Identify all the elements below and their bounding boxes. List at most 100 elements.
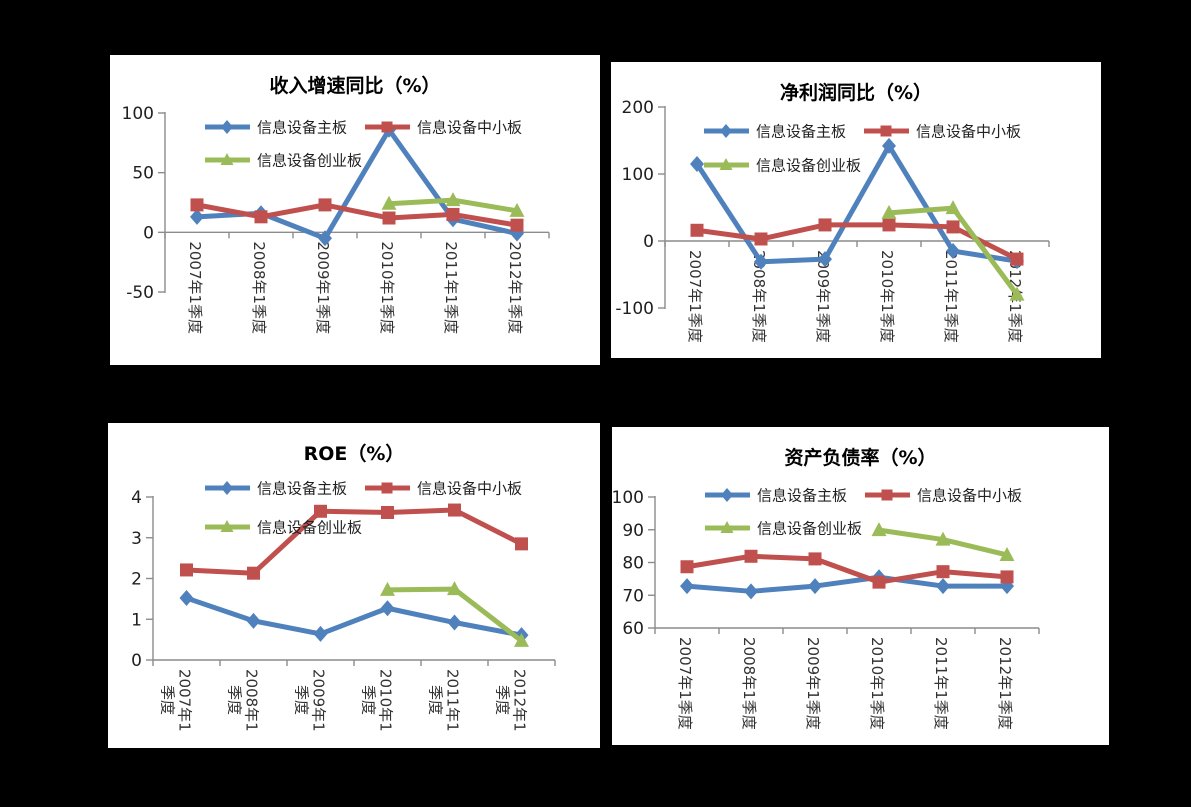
triangle-marker	[999, 546, 1015, 561]
series-main-board	[179, 590, 529, 644]
triangle-marker	[220, 153, 234, 165]
square-marker	[882, 218, 896, 232]
triangle-marker	[447, 581, 462, 596]
diamond-marker	[818, 251, 832, 268]
triangle-marker	[719, 158, 733, 170]
y-tick-label: 70	[622, 586, 644, 606]
legend-item: 信息设备中小板	[865, 487, 1022, 505]
x-category-label: 2007年1季度	[186, 241, 204, 334]
diamond-marker	[380, 600, 395, 617]
y-tick-label: 0	[131, 651, 142, 671]
y-tick-label: 100	[122, 104, 154, 124]
diamond-marker	[246, 612, 261, 629]
x-axis-ticks	[654, 628, 1040, 634]
x-category-label: 2009年1季度	[314, 241, 332, 334]
series-main-board	[190, 121, 524, 247]
diamond-marker	[721, 488, 733, 502]
y-tick-label: -100	[615, 299, 654, 319]
legend-item: 信息设备主板	[705, 487, 847, 505]
square-marker	[690, 223, 704, 237]
diamond-marker	[882, 137, 896, 154]
y-axis-ticks: 200 100 0 -100	[615, 98, 665, 319]
legend-label: 信息设备中小板	[917, 487, 1022, 505]
x-category-label: 2011年1季度	[942, 250, 960, 343]
legend-label: 信息设备创业板	[257, 152, 362, 170]
legend-item: 信息设备中小板	[365, 119, 522, 137]
diamond-marker	[680, 578, 694, 595]
legend-item: 信息设备创业板	[705, 520, 862, 538]
y-tick-label: 100	[612, 488, 644, 508]
y-tick-label: 50	[132, 164, 154, 184]
square-marker	[515, 537, 528, 551]
triangle-marker	[381, 195, 397, 210]
y-tick-label: 200	[622, 98, 654, 118]
series-gem-board	[871, 522, 1015, 561]
x-category-label: 2009年1季度	[293, 669, 328, 732]
series-sme-board	[680, 549, 1014, 589]
square-marker	[754, 232, 768, 246]
x-category-label: 2008年1季度	[740, 637, 758, 730]
y-axis-ticks: 100 90 80 70 60	[612, 488, 655, 639]
series-line	[694, 222, 1020, 262]
y-axis-ticks: 4 3 2 1 0	[131, 488, 153, 671]
legend-item: 信息设备主板	[205, 119, 347, 137]
y-tick-label: 3	[131, 529, 142, 549]
square-marker	[680, 560, 694, 574]
square-marker	[1010, 252, 1024, 266]
x-category-label: 2007年1季度	[686, 250, 704, 343]
square-marker	[510, 218, 524, 232]
square-marker	[818, 218, 832, 232]
series-sme-board	[190, 198, 524, 232]
chart-title-net-profit: 净利润同比（%）	[779, 82, 933, 104]
y-tick-label: 0	[143, 223, 154, 243]
panel-revenue-growth-chart: 收入增速同比（%） 100 50 0 -50 2007年1季度 2008年1季度 2009年…	[110, 55, 600, 365]
roe-line-chart: 4 3 2 1 0 2007年1季度 2008年1季度 2009年1季度 2010年1季度 201…	[131, 480, 556, 732]
square-marker	[448, 503, 461, 517]
x-category-label: 2010年1季度	[878, 250, 896, 343]
x-axis-labels: 2007年1季度 2008年1季度 2009年1季度 2010年1季度 2011年1季度…	[159, 669, 529, 732]
triangle-marker	[881, 204, 897, 219]
x-category-label: 2010年1季度	[868, 637, 886, 730]
debt-ratio-line-chart: 100 90 80 70 60 2007年1季度 2008年1季度 2009年1季度 2010年…	[612, 487, 1040, 730]
series-line	[194, 127, 520, 241]
diamond-marker	[190, 208, 204, 225]
square-marker	[872, 575, 886, 589]
diamond-marker	[808, 578, 822, 595]
y-tick-label: 90	[622, 521, 644, 541]
revenue-growth-line-chart: 100 50 0 -50 2007年1季度 2008年1季度 2009年1季度 2010年1季…	[122, 104, 550, 334]
square-marker	[936, 565, 950, 579]
series-line	[194, 202, 520, 228]
square-marker	[381, 505, 394, 519]
square-marker	[946, 220, 960, 234]
panel-debt-ratio-chart: 资产负债率（%） 100 90 80 70 60 2007年1季度 2008年1季度 2009…	[612, 427, 1109, 745]
x-axis-labels: 2007年1季度 2008年1季度 2009年1季度 2010年1季度 2011年1季度…	[686, 250, 1024, 343]
square-marker	[381, 482, 393, 494]
legend-label: 信息设备主板	[756, 123, 846, 141]
legend-label: 信息设备创业板	[257, 519, 362, 537]
y-tick-label: 100	[622, 165, 654, 185]
triangle-marker	[514, 632, 529, 647]
legend-item: 信息设备主板	[704, 123, 846, 141]
legend-label: 信息设备创业板	[757, 520, 862, 538]
square-marker	[381, 121, 393, 133]
series-gem-board	[881, 200, 1025, 301]
square-marker	[318, 198, 332, 212]
x-category-label: 2012年1季度	[494, 669, 529, 732]
legend-item: 信息设备中小板	[365, 480, 522, 498]
diamond-marker	[720, 124, 732, 138]
x-category-label: 2008年1季度	[226, 669, 261, 732]
diamond-marker	[744, 583, 758, 600]
triangle-marker	[509, 202, 525, 217]
square-marker	[446, 207, 460, 221]
square-marker	[881, 489, 893, 501]
panel-net-profit-chart: 净利润同比（%） 200 100 0 -100 2007年1季度 2008年1季度 2009…	[611, 62, 1101, 358]
triangle-marker	[945, 200, 961, 215]
series-sme-board	[690, 218, 1024, 266]
x-category-label: 2011年1季度	[442, 241, 460, 334]
x-category-label: 2011年1季度	[427, 669, 462, 732]
diamond-marker	[946, 243, 960, 260]
x-axis-ticks	[164, 232, 550, 239]
